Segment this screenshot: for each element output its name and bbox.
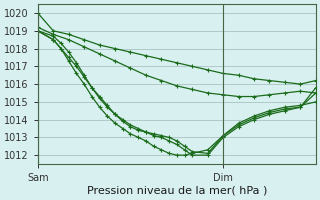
X-axis label: Pression niveau de la mer( hPa ): Pression niveau de la mer( hPa ) xyxy=(87,186,267,196)
